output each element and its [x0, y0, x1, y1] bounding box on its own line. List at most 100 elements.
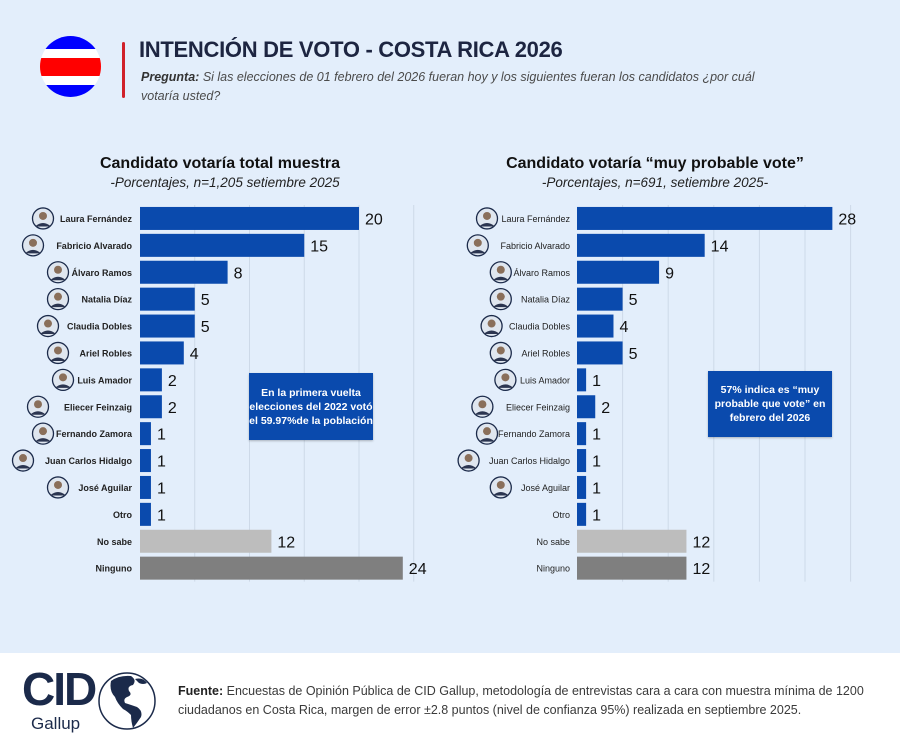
data-label: 2 — [168, 400, 177, 417]
data-label: 1 — [592, 373, 601, 390]
data-label: 5 — [201, 292, 210, 309]
bar — [140, 422, 151, 446]
bar — [577, 422, 587, 446]
flag-stripe — [40, 76, 101, 85]
avatar-head-icon — [54, 292, 62, 301]
chart-subtitle-probable: -Porcentajes, n=691, setiembre 2025- — [541, 175, 769, 190]
data-label: 20 — [365, 211, 383, 228]
category-label: Eliecer Feinzaig — [506, 402, 570, 412]
avatar-head-icon — [483, 427, 491, 436]
bar — [140, 475, 151, 499]
data-label: 4 — [190, 346, 199, 363]
category-label: Ninguno — [96, 564, 133, 574]
avatar-head-icon — [39, 427, 47, 436]
category-label: José Aguilar — [78, 483, 132, 493]
question-text: Si las elecciones de 01 febrero del 2026… — [141, 70, 755, 103]
avatar-head-icon — [464, 454, 473, 463]
avatar-body-icon — [50, 303, 66, 308]
avatar-body-icon — [479, 222, 495, 227]
page-title: INTENCIÓN DE VOTO - COSTA RICA 2026 — [139, 37, 563, 62]
category-label: Natalia Díaz — [81, 295, 132, 305]
annotation-box-probable: 57% indica es “muy probable que vote” en… — [708, 371, 832, 437]
bar — [577, 341, 623, 365]
data-label: 1 — [592, 507, 601, 524]
data-label: 2 — [168, 373, 177, 390]
annotation-box-total: En la primera vuelta elecciones del 2022… — [249, 373, 373, 440]
avatar-head-icon — [496, 346, 505, 355]
bar — [577, 475, 587, 499]
avatar-body-icon — [25, 249, 41, 254]
data-label: 12 — [692, 534, 710, 551]
data-label: 2 — [601, 400, 610, 417]
bar — [140, 529, 272, 553]
bar — [577, 233, 705, 257]
chart-title-probable: Candidato votaría “muy probable vote” — [506, 155, 804, 172]
bar — [577, 287, 623, 311]
avatar-head-icon — [54, 265, 62, 274]
gallup-logo-text: Gallup — [31, 714, 81, 733]
avatar-body-icon — [492, 303, 509, 308]
bar — [140, 502, 151, 526]
bar — [577, 556, 687, 580]
avatar-body-icon — [40, 330, 56, 335]
avatar-body-icon — [50, 357, 66, 361]
category-label: Fabricio Alvarado — [56, 241, 132, 251]
bar — [577, 314, 614, 338]
avatar-head-icon — [44, 319, 52, 328]
cid-logo-text: CID — [22, 663, 97, 715]
avatar-body-icon — [35, 438, 51, 442]
avatar-head-icon — [54, 346, 62, 355]
category-label: Natalia Díaz — [521, 295, 571, 305]
survey-question: Pregunta: Si las elecciones de 01 febrer… — [141, 68, 781, 106]
bar — [140, 233, 305, 257]
data-label: 1 — [157, 507, 166, 524]
data-label: 1 — [592, 480, 601, 497]
avatar-head-icon — [496, 480, 505, 489]
avatar-head-icon — [473, 238, 482, 247]
data-label: 28 — [838, 211, 856, 228]
bar — [140, 287, 195, 311]
bar — [577, 260, 660, 284]
category-label: Ninguno — [536, 564, 570, 574]
bar — [577, 449, 587, 473]
avatar-body-icon — [497, 384, 514, 388]
category-label: Fernando Zamora — [56, 429, 133, 439]
bar — [577, 395, 596, 419]
data-label: 9 — [665, 265, 674, 282]
avatar-head-icon — [19, 454, 27, 463]
avatar-body-icon — [35, 222, 51, 227]
data-label: 5 — [629, 346, 638, 363]
bar — [577, 529, 687, 553]
avatar-head-icon — [39, 211, 47, 220]
category-label: Eliecer Feinzaig — [64, 402, 132, 412]
avatar-head-icon — [34, 400, 42, 409]
source-text: Encuestas de Opinión Pública de CID Gall… — [178, 684, 864, 717]
bar — [140, 341, 184, 365]
bar — [140, 368, 162, 392]
data-label: 15 — [310, 238, 328, 255]
avatar-head-icon — [483, 211, 491, 220]
bar — [140, 556, 403, 580]
chart-subtitle-total: -Porcentajes, n=1,205 setiembre 2025 — [110, 175, 340, 190]
bar — [140, 395, 162, 419]
data-label: 1 — [592, 427, 601, 444]
category-label: Álvaro Ramos — [71, 268, 132, 278]
category-label: Juan Carlos Hidalgo — [45, 456, 133, 466]
bar — [577, 502, 587, 526]
data-label: 24 — [409, 561, 427, 578]
globe-icon — [98, 672, 156, 730]
avatar-body-icon — [469, 249, 486, 254]
data-label: 5 — [629, 292, 638, 309]
bar — [577, 206, 833, 230]
data-label: 1 — [157, 480, 166, 497]
data-label: 12 — [692, 561, 710, 578]
data-label: 1 — [157, 454, 166, 471]
avatar-head-icon — [487, 319, 496, 328]
data-label: 4 — [619, 319, 628, 336]
category-label: Laura Fernández — [60, 214, 133, 224]
category-label: No sabe — [97, 537, 132, 547]
avatar-head-icon — [501, 373, 510, 382]
category-label: Otro — [552, 510, 570, 520]
category-label: Claudia Dobles — [67, 322, 132, 332]
